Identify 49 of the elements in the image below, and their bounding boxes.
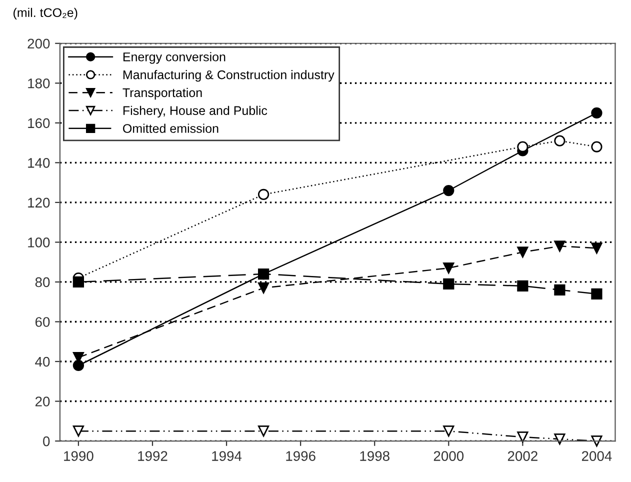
point bbox=[258, 188, 270, 200]
point bbox=[517, 141, 528, 152]
point bbox=[443, 184, 454, 196]
point bbox=[72, 360, 84, 372]
point bbox=[258, 268, 270, 280]
point bbox=[517, 246, 528, 258]
point bbox=[443, 262, 454, 274]
point bbox=[517, 280, 528, 292]
point bbox=[258, 282, 270, 294]
x-tick-label: 1994 bbox=[212, 451, 242, 461]
y-tick-label: 200 bbox=[28, 38, 50, 49]
y-tick-label: 0 bbox=[43, 436, 50, 446]
point bbox=[554, 433, 566, 445]
point bbox=[591, 107, 602, 119]
x-tick-label: 1992 bbox=[138, 451, 168, 461]
point bbox=[517, 432, 528, 443]
point bbox=[72, 426, 84, 437]
legend-label: Fishery, House and Public bbox=[123, 106, 268, 118]
point bbox=[554, 240, 566, 252]
x-tick-label: 1998 bbox=[360, 451, 390, 461]
y-tick-label: 40 bbox=[35, 356, 50, 367]
y-tick-label: 80 bbox=[35, 277, 50, 288]
y-tick-label: 20 bbox=[35, 396, 50, 406]
point bbox=[72, 276, 84, 288]
point bbox=[591, 242, 602, 254]
point bbox=[443, 278, 454, 290]
legend-label: Transportation bbox=[122, 88, 202, 100]
x-tick-label: 2000 bbox=[434, 451, 464, 461]
point bbox=[591, 141, 602, 152]
point bbox=[554, 284, 566, 296]
point bbox=[591, 288, 602, 300]
y-tick-label: 120 bbox=[28, 198, 50, 208]
y-tick-label: 140 bbox=[28, 158, 50, 168]
y-tick-label: 180 bbox=[28, 78, 50, 88]
y-axis-title: (mil. tCO₂e) bbox=[14, 8, 78, 20]
x-tick-label: 1990 bbox=[64, 451, 94, 461]
y-tick-label: 160 bbox=[28, 118, 50, 128]
point bbox=[554, 135, 566, 146]
legend-label: Energy conversion bbox=[123, 52, 226, 64]
y-tick-label: 60 bbox=[35, 317, 50, 327]
x-tick-label: 2002 bbox=[508, 451, 538, 461]
x-tick-label: 1996 bbox=[286, 451, 316, 461]
point bbox=[258, 426, 270, 437]
legend-label: Manufacturing & Construction industry bbox=[123, 70, 334, 82]
point bbox=[443, 426, 454, 437]
y-tick-label: 100 bbox=[28, 238, 50, 248]
legend-label: Omitted emission bbox=[123, 124, 218, 133]
x-tick-label: 2004 bbox=[582, 451, 612, 461]
point bbox=[591, 435, 602, 447]
